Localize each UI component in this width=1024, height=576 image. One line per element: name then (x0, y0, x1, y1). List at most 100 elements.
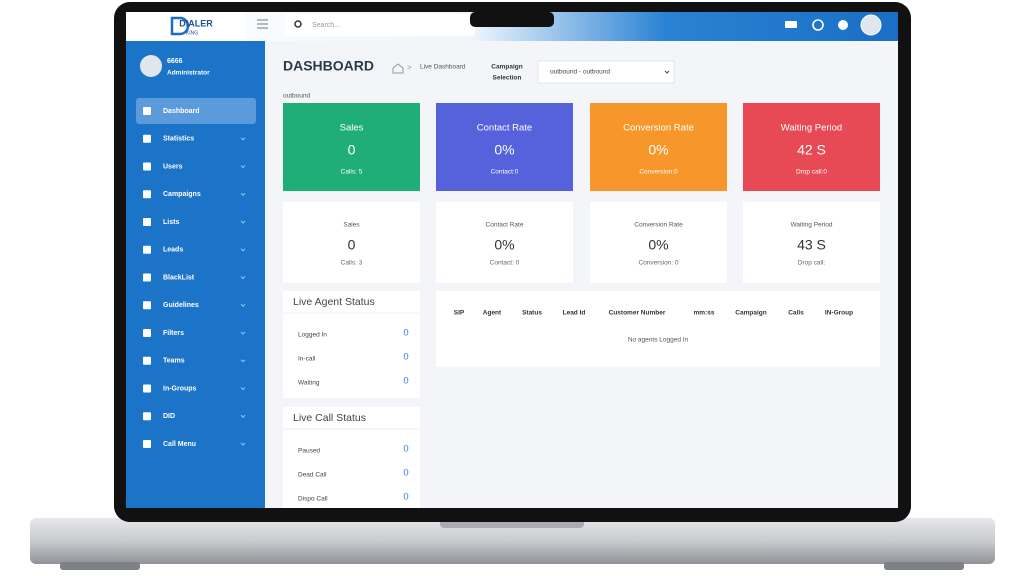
menu-icon (143, 440, 151, 448)
card-sub: Calls: 5 (341, 169, 363, 176)
menu-item[interactable]: Dashboard (163, 108, 200, 115)
menu-icon (143, 412, 151, 421)
card-sub: Drop call: (798, 260, 826, 267)
card-title: Conversion Rate (634, 222, 683, 229)
card-sub: Drop call:0 (796, 169, 827, 176)
search-placeholder: Search... (312, 22, 340, 29)
logo-sub: KING (186, 30, 198, 36)
menu-item[interactable]: DID (163, 413, 175, 420)
laptop-base (30, 518, 995, 564)
status-value: 0 (403, 328, 408, 339)
detail-card (743, 202, 880, 283)
settings-icon[interactable] (838, 20, 848, 30)
menu-toggle[interactable] (257, 19, 268, 29)
detail-card (283, 202, 420, 283)
breadcrumb: Live Dashboard (420, 64, 466, 71)
table-header: SIP (454, 310, 465, 317)
logo-text: DIALER (179, 18, 213, 28)
breadcrumb-sep: > (407, 63, 412, 72)
agents-table (436, 291, 880, 367)
menu-icon (143, 107, 151, 115)
table-header: Calls (788, 310, 804, 317)
screen: DIALER KING Search... 6666 Administrator Dash… (126, 12, 898, 508)
menu-item[interactable]: BlackList (163, 274, 195, 281)
detail-card (436, 202, 573, 283)
menu-item[interactable]: Users (163, 163, 183, 170)
campaign-select[interactable] (537, 60, 675, 84)
card-title: Sales (340, 123, 364, 134)
menu-chevron (240, 303, 246, 307)
menu-icon (143, 301, 151, 310)
selected-campaign: outbound (283, 93, 310, 100)
menu-icon (143, 329, 151, 337)
menu-chevron (240, 165, 246, 169)
menu-icon (143, 190, 151, 199)
table-header: Lead Id (563, 310, 586, 317)
summary-card (436, 103, 573, 191)
card-title: Conversion Rate (623, 123, 694, 134)
card-title: Sales (343, 222, 360, 229)
table-header: Customer Number (609, 310, 666, 317)
menu-item[interactable]: Filters (163, 330, 184, 337)
table-header: Campaign (735, 310, 766, 317)
card-title: Waiting Period (790, 222, 832, 229)
status-label: Dispo Call (298, 496, 328, 503)
card-sub: Contact:0 (491, 169, 519, 176)
table-empty: No agents Logged In (628, 337, 689, 344)
user-avatar[interactable] (860, 14, 882, 36)
menu-item[interactable]: Leads (163, 247, 183, 254)
logo-area (126, 12, 246, 41)
card-value: 0 (348, 142, 356, 158)
panel-title: Live Call Status (293, 412, 366, 424)
card-title: Waiting Period (781, 123, 842, 134)
history-icon[interactable] (812, 19, 824, 31)
status-value: 0 (403, 444, 408, 455)
status-value: 0 (403, 468, 408, 479)
status-panel (283, 291, 420, 398)
card-title: Contact Rate (477, 123, 532, 134)
menu-item[interactable]: Teams (163, 358, 185, 365)
summary-card (283, 103, 420, 191)
card-value: 0% (648, 142, 668, 158)
status-label: Paused (298, 448, 320, 455)
menu-chevron (240, 248, 246, 252)
menu-item[interactable]: Call Menu (163, 441, 196, 448)
menu-icon (143, 218, 151, 226)
menu-chevron (240, 331, 246, 335)
menu-chevron (240, 359, 246, 363)
card-sub: Conversion: 0 (638, 260, 678, 267)
menu-item[interactable]: Lists (163, 219, 179, 226)
status-panel (283, 407, 420, 508)
menu-item[interactable]: Campaigns (163, 191, 201, 198)
card-value: 42 S (797, 142, 826, 158)
card-value: 43 S (797, 237, 826, 253)
home-icon[interactable] (392, 63, 404, 74)
campaign-label: Selection (493, 75, 522, 82)
menu-icon (143, 162, 151, 171)
menu-item[interactable]: In-Groups (163, 385, 197, 392)
header-icon[interactable] (785, 21, 797, 28)
search-box[interactable] (285, 14, 475, 36)
table-header: Agent (483, 310, 502, 317)
menu-chevron (240, 276, 246, 280)
status-label: In-call (298, 356, 316, 363)
menu-chevron (240, 442, 246, 446)
page-title: DASHBOARD (283, 58, 374, 74)
card-sub: Contact: 0 (490, 260, 520, 267)
menu-item[interactable]: Statistics (163, 136, 194, 143)
menu-icon (143, 356, 151, 365)
menu-item[interactable]: Guidelines (163, 302, 199, 309)
menu-chevron (240, 414, 246, 418)
laptop-foot (60, 562, 140, 570)
active-item-bg (136, 98, 256, 124)
table-header: mm:ss (694, 310, 715, 317)
menu-chevron (240, 192, 246, 196)
status-label: Logged In (298, 332, 327, 339)
card-sub: Conversion:0 (639, 169, 678, 176)
table-header: IN-Group (825, 310, 853, 317)
profile-role: Administrator (167, 70, 210, 77)
menu-icon (143, 245, 151, 254)
status-label: Dead Call (298, 472, 327, 479)
